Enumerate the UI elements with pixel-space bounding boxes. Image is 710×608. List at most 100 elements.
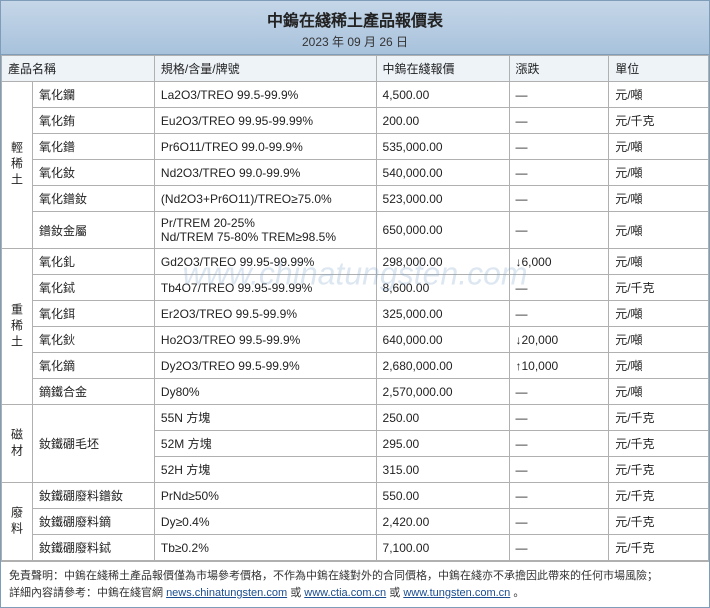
product-name: 氧化釹 [33,160,155,186]
price-cell: 2,680,000.00 [376,353,509,379]
change-cell: — [509,160,609,186]
price-cell: 250.00 [376,405,509,431]
change-cell: ↓20,000 [509,327,609,353]
unit-cell: 元/千克 [609,509,709,535]
table-row: 廢料釹鐵硼廢料鐠釹PrNd≥50%550.00—元/千克 [2,483,709,509]
spec-cell: Dy80% [154,379,376,405]
change-cell: ↑10,000 [509,353,609,379]
unit-cell: 元/千克 [609,405,709,431]
change-cell: — [509,405,609,431]
product-name: 釹鐵硼廢料鏑 [33,509,155,535]
price-cell: 2,570,000.00 [376,379,509,405]
table-header-row: 產品名稱 規格/含量/牌號 中鎢在綫報價 漲跌 單位 [2,56,709,82]
unit-cell: 元/噸 [609,301,709,327]
table-row: 釹鐵硼廢料鏑Dy≥0.4%2,420.00—元/千克 [2,509,709,535]
spec-cell: Ho2O3/TREO 99.5-99.9% [154,327,376,353]
table-row: 氧化鉺Er2O3/TREO 99.5-99.9%325,000.00—元/噸 [2,301,709,327]
footer-link-1[interactable]: news.chinatungsten.com [166,587,287,599]
spec-cell: Nd2O3/TREO 99.0-99.9% [154,160,376,186]
product-name: 氧化鐠釹 [33,186,155,212]
spec-cell: (Nd2O3+Pr6O11)/TREO≥75.0% [154,186,376,212]
spec-cell: Eu2O3/TREO 99.95-99.99% [154,108,376,134]
unit-cell: 元/噸 [609,353,709,379]
spec-cell: Pr/TREM 20-25% Nd/TREM 75-80% TREM≥98.5% [154,212,376,249]
unit-cell: 元/千克 [609,431,709,457]
price-table-container: 中鎢在綫稀土產品報價表 2023 年 09 月 26 日 產品名稱 規格/含量/… [0,0,710,608]
table-row: 釹鐵硼廢料鋱Tb≥0.2%7,100.00—元/千克 [2,535,709,561]
unit-cell: 元/千克 [609,457,709,483]
spec-cell: Tb4O7/TREO 99.95-99.99% [154,275,376,301]
category-cell: 輕稀土 [2,82,33,249]
change-cell: ↓6,000 [509,249,609,275]
col-unit: 單位 [609,56,709,82]
col-price: 中鎢在綫報價 [376,56,509,82]
price-cell: 550.00 [376,483,509,509]
product-name: 氧化鈥 [33,327,155,353]
table-row: 氧化鋱Tb4O7/TREO 99.95-99.99%8,600.00—元/千克 [2,275,709,301]
spec-cell: La2O3/TREO 99.5-99.9% [154,82,376,108]
price-cell: 8,600.00 [376,275,509,301]
footer-link-2[interactable]: www.ctia.com.cn [304,587,386,599]
price-cell: 325,000.00 [376,301,509,327]
unit-cell: 元/噸 [609,160,709,186]
spec-cell: Gd2O3/TREO 99.95-99.99% [154,249,376,275]
disclaimer-source: 詳細內容請參考：中鎢在綫官網 [9,587,166,599]
unit-cell: 元/噸 [609,186,709,212]
unit-cell: 元/噸 [609,379,709,405]
price-cell: 298,000.00 [376,249,509,275]
price-cell: 540,000.00 [376,160,509,186]
product-name: 釹鐵硼廢料鐠釹 [33,483,155,509]
unit-cell: 元/噸 [609,134,709,160]
spec-cell: 52H 方塊 [154,457,376,483]
table-row: 磁材釹鐵硼毛坯55N 方塊250.00—元/千克 [2,405,709,431]
price-cell: 523,000.00 [376,186,509,212]
table-row: 氧化鐠釹(Nd2O3+Pr6O11)/TREO≥75.0%523,000.00—… [2,186,709,212]
change-cell: — [509,431,609,457]
product-name: 氧化鉺 [33,301,155,327]
change-cell: — [509,186,609,212]
price-cell: 315.00 [376,457,509,483]
unit-cell: 元/千克 [609,535,709,561]
spec-cell: 55N 方塊 [154,405,376,431]
price-cell: 650,000.00 [376,212,509,249]
product-name: 氧化釓 [33,249,155,275]
product-name: 氧化鋱 [33,275,155,301]
price-cell: 2,420.00 [376,509,509,535]
product-name: 氧化鑭 [33,82,155,108]
price-cell: 200.00 [376,108,509,134]
spec-cell: Dy≥0.4% [154,509,376,535]
change-cell: — [509,212,609,249]
col-spec: 規格/含量/牌號 [154,56,376,82]
price-cell: 7,100.00 [376,535,509,561]
footer-link-3[interactable]: www.tungsten.com.cn [403,587,510,599]
price-table: 產品名稱 規格/含量/牌號 中鎢在綫報價 漲跌 單位 輕稀土氧化鑭La2O3/T… [1,55,709,561]
table-row: 氧化釹Nd2O3/TREO 99.0-99.9%540,000.00—元/噸 [2,160,709,186]
product-name: 釹鐵硼毛坯 [33,405,155,483]
page-title: 中鎢在綫稀土產品報價表 [1,7,709,31]
table-row: 鏑鐵合金Dy80%2,570,000.00—元/噸 [2,379,709,405]
report-date: 2023 年 09 月 26 日 [1,33,709,50]
table-row: 鐠釹金屬Pr/TREM 20-25% Nd/TREM 75-80% TREM≥9… [2,212,709,249]
change-cell: — [509,535,609,561]
price-cell: 535,000.00 [376,134,509,160]
price-cell: 295.00 [376,431,509,457]
product-name: 氧化銪 [33,108,155,134]
unit-cell: 元/噸 [609,82,709,108]
product-name: 鏑鐵合金 [33,379,155,405]
col-change: 漲跌 [509,56,609,82]
spec-cell: Er2O3/TREO 99.5-99.9% [154,301,376,327]
change-cell: — [509,483,609,509]
spec-cell: PrNd≥50% [154,483,376,509]
category-cell: 磁材 [2,405,33,483]
spec-cell: 52M 方塊 [154,431,376,457]
change-cell: — [509,457,609,483]
table-row: 氧化鏑Dy2O3/TREO 99.5-99.9%2,680,000.00↑10,… [2,353,709,379]
unit-cell: 元/噸 [609,249,709,275]
table-row: 氧化鈥Ho2O3/TREO 99.5-99.9%640,000.00↓20,00… [2,327,709,353]
unit-cell: 元/噸 [609,212,709,249]
table-row: 重稀土氧化釓Gd2O3/TREO 99.95-99.99%298,000.00↓… [2,249,709,275]
product-name: 釹鐵硼廢料鋱 [33,535,155,561]
unit-cell: 元/千克 [609,483,709,509]
change-cell: — [509,275,609,301]
unit-cell: 元/千克 [609,275,709,301]
